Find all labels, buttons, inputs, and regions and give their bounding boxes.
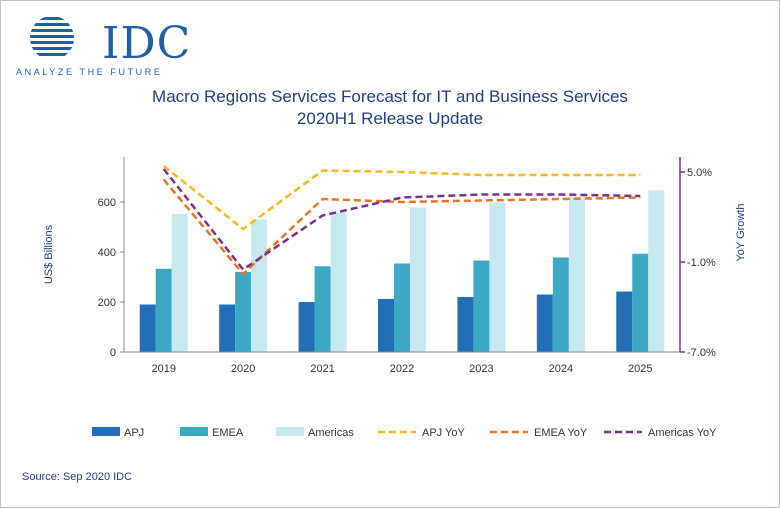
legend-apj-yoy-label: APJ YoY bbox=[422, 427, 465, 439]
legend-americas-label: Americas bbox=[308, 427, 354, 439]
bar-americas bbox=[410, 207, 426, 352]
legend-americas-swatch bbox=[276, 427, 304, 436]
chart-title: Macro Regions Services Forecast for IT a… bbox=[152, 87, 628, 106]
bar-americas bbox=[171, 214, 188, 352]
legend-americas-yoy-label: Americas YoY bbox=[648, 427, 717, 439]
bar-americas bbox=[330, 212, 347, 352]
source-note: Source: Sep 2020 IDC bbox=[22, 471, 133, 483]
y-tick-label: 400 bbox=[98, 247, 116, 259]
bar-emea bbox=[155, 268, 172, 352]
bar-emea bbox=[394, 263, 410, 352]
bar-apj bbox=[457, 297, 474, 352]
y-tick-label: 0 bbox=[110, 347, 116, 359]
bar-apj bbox=[378, 299, 394, 352]
bar-apj bbox=[536, 294, 553, 352]
chart-subtitle: 2020H1 Release Update bbox=[296, 109, 484, 128]
idc-logo: IDC ANALYZE THE FUTURE bbox=[14, 14, 194, 77]
x-tick-label: 2020 bbox=[231, 363, 255, 375]
y2-tick-label: -7.0% bbox=[687, 347, 716, 359]
x-tick-label: 2024 bbox=[549, 363, 573, 375]
bar-americas bbox=[648, 190, 665, 352]
bar-emea bbox=[473, 260, 490, 352]
legend-emea-swatch bbox=[180, 427, 208, 436]
legend-apj-swatch bbox=[92, 427, 120, 436]
x-tick-label: 2021 bbox=[310, 363, 334, 375]
x-tick-label: 2019 bbox=[151, 363, 175, 375]
line-americas-yoy bbox=[162, 168, 641, 271]
logo-tagline: ANALYZE THE FUTURE bbox=[16, 67, 163, 77]
globe-icon bbox=[30, 17, 74, 56]
y2-tick-label: -1.0% bbox=[687, 257, 716, 269]
logo-wordmark: IDC bbox=[102, 18, 192, 69]
bar-americas bbox=[251, 219, 268, 352]
bar-apj bbox=[298, 302, 315, 352]
legend-emea-yoy-label: EMEA YoY bbox=[534, 427, 588, 439]
y-axis-title: US$ Billions bbox=[43, 224, 55, 284]
bar-apj bbox=[616, 291, 633, 352]
legend-emea-label: EMEA bbox=[212, 427, 244, 439]
line-apj-yoy bbox=[162, 165, 641, 231]
y2-tick-label: 5.0% bbox=[687, 167, 712, 179]
bar-emea bbox=[552, 257, 569, 352]
bar-americas bbox=[568, 196, 585, 352]
bar-emea bbox=[235, 272, 252, 352]
x-tick-label: 2022 bbox=[390, 363, 414, 375]
legend-apj-label: APJ bbox=[124, 427, 144, 439]
y-tick-label: 600 bbox=[98, 197, 116, 209]
y-tick-label: 200 bbox=[98, 297, 116, 309]
bar-americas bbox=[489, 202, 506, 352]
bar-emea bbox=[314, 266, 331, 352]
bar-apj bbox=[139, 304, 156, 352]
x-tick-label: 2025 bbox=[628, 363, 652, 375]
x-tick-label: 2023 bbox=[469, 363, 493, 375]
bar-apj bbox=[219, 304, 236, 352]
bar-emea bbox=[632, 253, 649, 352]
line-emea-yoy bbox=[162, 178, 641, 276]
y2-axis-title: YoY Growth bbox=[735, 203, 747, 261]
